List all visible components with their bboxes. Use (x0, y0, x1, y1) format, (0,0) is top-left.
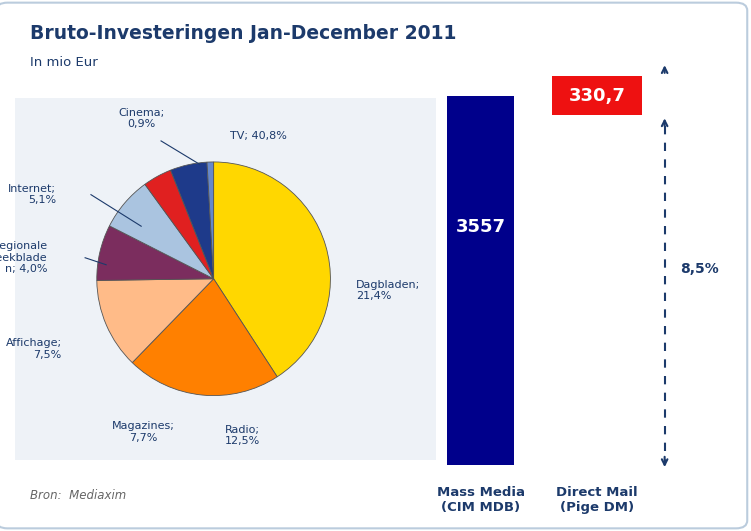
Wedge shape (132, 279, 277, 396)
Text: 330,7: 330,7 (569, 87, 626, 105)
Wedge shape (170, 162, 213, 279)
Text: Radio;
12,5%: Radio; 12,5% (225, 425, 261, 447)
Text: Cinema;
0,9%: Cinema; 0,9% (118, 108, 164, 129)
Text: Affichage;
7,5%: Affichage; 7,5% (5, 338, 62, 359)
FancyBboxPatch shape (7, 90, 444, 467)
Wedge shape (213, 162, 330, 377)
Text: Mass Media
(CIM MDB): Mass Media (CIM MDB) (436, 486, 525, 514)
FancyBboxPatch shape (0, 3, 747, 528)
Text: Regionale
Weekblade
n; 4,0%: Regionale Weekblade n; 4,0% (0, 241, 48, 275)
Text: 8,5%: 8,5% (680, 262, 719, 276)
FancyBboxPatch shape (447, 96, 514, 465)
Text: Bruto-Investeringen Jan-December 2011: Bruto-Investeringen Jan-December 2011 (30, 24, 457, 43)
Text: TV; 40,8%: TV; 40,8% (230, 131, 286, 141)
FancyBboxPatch shape (552, 76, 642, 116)
Text: Direct Mail
(Pige DM): Direct Mail (Pige DM) (556, 486, 638, 514)
Text: In mio Eur: In mio Eur (30, 56, 98, 68)
Wedge shape (145, 170, 213, 279)
Text: Magazines;
7,7%: Magazines; 7,7% (112, 421, 175, 443)
Wedge shape (110, 184, 213, 279)
Wedge shape (97, 279, 213, 363)
Text: 3557: 3557 (456, 218, 505, 236)
Text: Bron:  Mediaxim: Bron: Mediaxim (30, 489, 126, 502)
Text: Internet;
5,1%: Internet; 5,1% (8, 184, 56, 205)
Wedge shape (207, 162, 213, 279)
Wedge shape (97, 226, 213, 280)
Text: Dagbladen;
21,4%: Dagbladen; 21,4% (356, 280, 421, 301)
